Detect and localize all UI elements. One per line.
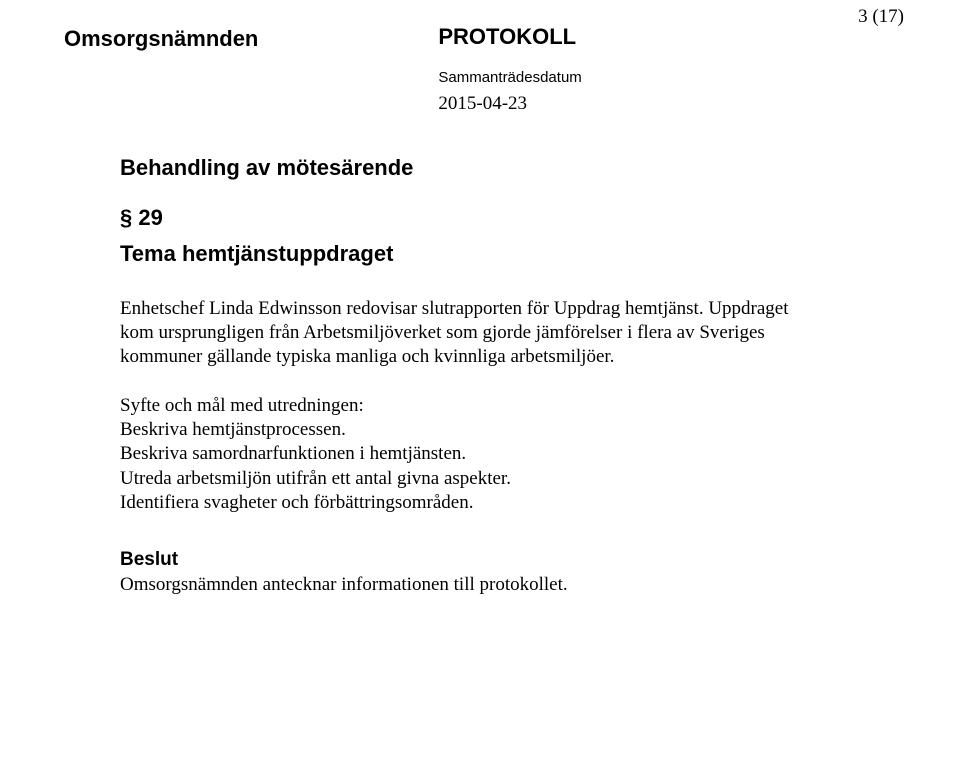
paragraph-intro: Enhetschef Linda Edwinsson redovisar slu… <box>120 297 820 370</box>
line: Syfte och mål med utredningen: <box>120 394 820 418</box>
decision-text: Omsorgsnämnden antecknar informationen t… <box>120 573 820 597</box>
line: Beskriva hemtjänstprocessen. <box>120 418 820 442</box>
board-name: Omsorgsnämnden <box>64 24 258 52</box>
decision-label: Beslut <box>120 549 820 571</box>
line: Beskriva samordnarfunktionen i hemtjänst… <box>120 442 820 466</box>
item-number: § 29 <box>120 205 820 231</box>
page-number: 3 (17) <box>858 6 904 28</box>
line: Utreda arbetsmiljön utifrån ett antal gi… <box>120 467 820 491</box>
header: Omsorgsnämnden PROTOKOLL Sammanträdesdat… <box>64 24 904 115</box>
meeting-date-label: Sammanträdesdatum <box>438 68 581 88</box>
line: Identifiera svagheter och förbättringsom… <box>120 491 820 515</box>
document-type: PROTOKOLL <box>438 24 581 50</box>
content: Behandling av mötesärende § 29 Tema hemt… <box>120 155 820 598</box>
item-title: Tema hemtjänstuppdraget <box>120 241 820 267</box>
page: 3 (17) Omsorgsnämnden PROTOKOLL Sammantr… <box>0 0 960 778</box>
header-center: PROTOKOLL Sammanträdesdatum 2015-04-23 <box>438 24 581 115</box>
paragraph-lines: Syfte och mål med utredningen: Beskriva … <box>120 394 820 516</box>
section-title: Behandling av mötesärende <box>120 155 820 181</box>
meeting-date: 2015-04-23 <box>438 93 581 115</box>
